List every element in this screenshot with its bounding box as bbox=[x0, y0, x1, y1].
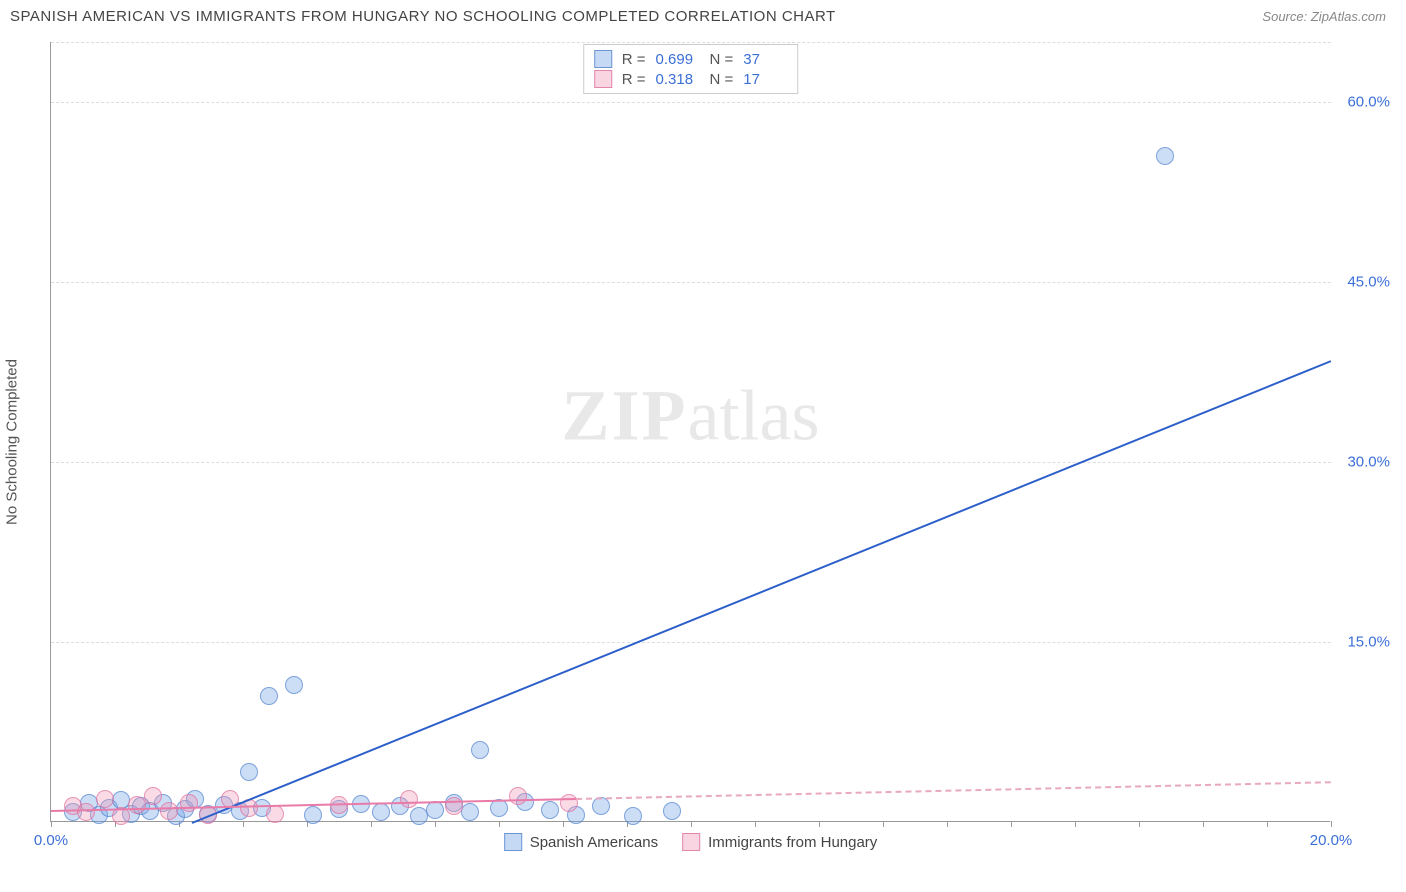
x-tick bbox=[435, 821, 436, 827]
watermark-zip: ZIP bbox=[562, 375, 688, 455]
legend-label-blue: Spanish Americans bbox=[530, 834, 658, 851]
data-point bbox=[471, 741, 489, 759]
x-tick bbox=[755, 821, 756, 827]
data-point bbox=[426, 801, 444, 819]
legend-item-blue: Spanish Americans bbox=[504, 833, 658, 851]
y-tick-label: 15.0% bbox=[1347, 634, 1390, 651]
r-label: R = bbox=[622, 71, 646, 88]
x-tick bbox=[51, 821, 52, 827]
n-value-pink: 17 bbox=[743, 71, 787, 88]
x-tick bbox=[691, 821, 692, 827]
data-point bbox=[400, 790, 418, 808]
data-point bbox=[372, 803, 390, 821]
data-point bbox=[266, 805, 284, 823]
r-value-blue: 0.699 bbox=[656, 51, 700, 68]
legend-item-pink: Immigrants from Hungary bbox=[682, 833, 877, 851]
x-tick bbox=[947, 821, 948, 827]
source-label: Source: bbox=[1262, 9, 1307, 24]
gridline bbox=[51, 42, 1331, 43]
gridline bbox=[51, 102, 1331, 103]
data-point bbox=[560, 794, 578, 812]
swatch-blue-icon bbox=[594, 50, 612, 68]
data-point bbox=[96, 790, 114, 808]
data-point bbox=[240, 763, 258, 781]
data-point bbox=[624, 807, 642, 825]
x-tick bbox=[499, 821, 500, 827]
x-tick bbox=[243, 821, 244, 827]
y-tick-label: 60.0% bbox=[1347, 94, 1390, 111]
data-point bbox=[180, 794, 198, 812]
x-tick bbox=[371, 821, 372, 827]
y-tick-label: 30.0% bbox=[1347, 454, 1390, 471]
data-point bbox=[509, 787, 527, 805]
data-point bbox=[1156, 147, 1174, 165]
x-tick bbox=[819, 821, 820, 827]
data-point bbox=[160, 802, 178, 820]
data-point bbox=[144, 787, 162, 805]
x-tick bbox=[1075, 821, 1076, 827]
legend-correlation-box: R = 0.699 N = 37 R = 0.318 N = 17 bbox=[583, 44, 799, 94]
x-tick bbox=[1011, 821, 1012, 827]
y-axis-label: No Schooling Completed bbox=[4, 359, 21, 525]
chart-title: SPANISH AMERICAN VS IMMIGRANTS FROM HUNG… bbox=[10, 8, 836, 25]
data-point bbox=[592, 797, 610, 815]
swatch-pink-icon bbox=[594, 70, 612, 88]
data-point bbox=[541, 801, 559, 819]
x-tick bbox=[1203, 821, 1204, 827]
x-tick-label: 20.0% bbox=[1310, 832, 1353, 849]
source-name: ZipAtlas.com bbox=[1311, 9, 1386, 24]
watermark-atlas: atlas bbox=[688, 375, 820, 455]
data-point bbox=[260, 687, 278, 705]
gridline bbox=[51, 282, 1331, 283]
y-tick-label: 45.0% bbox=[1347, 274, 1390, 291]
n-label: N = bbox=[710, 51, 734, 68]
n-label: N = bbox=[710, 71, 734, 88]
r-value-pink: 0.318 bbox=[656, 71, 700, 88]
legend-row-pink: R = 0.318 N = 17 bbox=[594, 69, 788, 89]
x-tick bbox=[1331, 821, 1332, 827]
plot-area: ZIPatlas R = 0.699 N = 37 R = 0.318 N = … bbox=[50, 42, 1330, 822]
x-tick bbox=[883, 821, 884, 827]
header-bar: SPANISH AMERICAN VS IMMIGRANTS FROM HUNG… bbox=[0, 0, 1406, 33]
x-tick bbox=[563, 821, 564, 827]
data-point bbox=[128, 796, 146, 814]
n-value-blue: 37 bbox=[743, 51, 787, 68]
chart-container: No Schooling Completed ZIPatlas R = 0.69… bbox=[50, 42, 1390, 842]
x-tick bbox=[1139, 821, 1140, 827]
gridline bbox=[51, 462, 1331, 463]
data-point bbox=[461, 803, 479, 821]
source-attribution: Source: ZipAtlas.com bbox=[1262, 9, 1386, 24]
watermark: ZIPatlas bbox=[562, 374, 820, 457]
trend-line bbox=[191, 360, 1331, 824]
swatch-pink-icon bbox=[682, 833, 700, 851]
data-point bbox=[77, 803, 95, 821]
data-point bbox=[663, 802, 681, 820]
x-tick-label: 0.0% bbox=[34, 832, 68, 849]
r-label: R = bbox=[622, 51, 646, 68]
legend-label-pink: Immigrants from Hungary bbox=[708, 834, 877, 851]
legend-series: Spanish Americans Immigrants from Hungar… bbox=[504, 833, 878, 851]
data-point bbox=[285, 676, 303, 694]
trend-line bbox=[576, 781, 1331, 800]
gridline bbox=[51, 642, 1331, 643]
data-point bbox=[304, 806, 322, 824]
swatch-blue-icon bbox=[504, 833, 522, 851]
x-tick bbox=[1267, 821, 1268, 827]
legend-row-blue: R = 0.699 N = 37 bbox=[594, 49, 788, 69]
